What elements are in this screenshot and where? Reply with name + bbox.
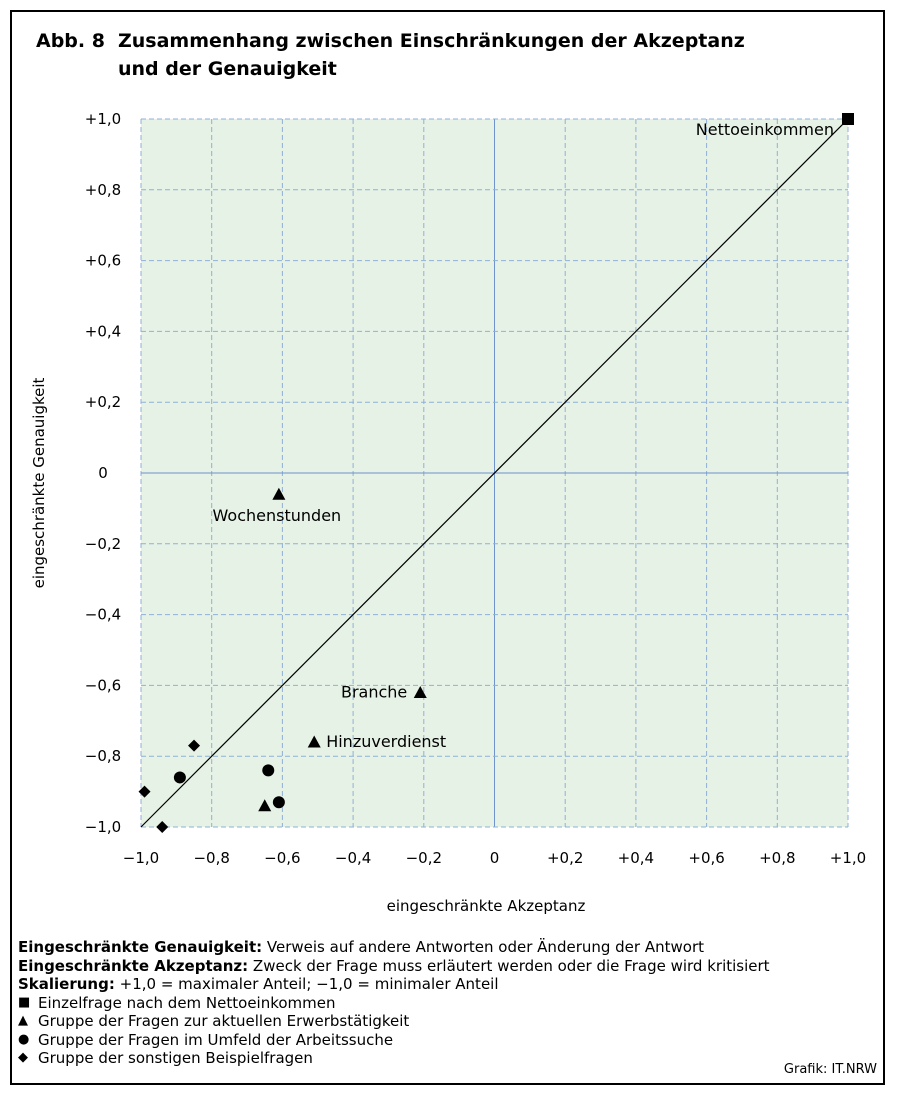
triangle-marker [307,735,321,748]
triangle-marker [413,685,427,698]
diamond-marker [138,785,151,798]
diamond-marker-icon: ◆ [18,1050,28,1065]
diamond-marker [188,739,201,752]
x-tick-label: −0,2 [406,849,442,867]
y-tick-label: +0,2 [85,393,121,411]
scatter-chart: −1,0 −0,8 −0,6 −0,4 −0,2 0 +0,2 +0,4 +0,6 +0,8 +1,… [30,110,866,915]
x-tick-label: +0,8 [759,849,795,867]
note-akzeptanz-label: Eingeschränkte Akzeptanz: [18,956,249,975]
note-skalierung-label: Skalierung: [18,975,115,993]
legend-item-square: ■ Einzelfrage nach dem Nettoeinkommen [18,994,770,1013]
note-genauigkeit-text: Verweis auf andere Antworten oder Änderu… [262,938,704,956]
circle-marker-icon: ● [18,1031,30,1047]
y-tick-label: +0,6 [85,252,121,270]
y-tick-label: 0 [98,464,108,482]
x-tick-label: +0,6 [688,849,724,867]
point-label: Nettoeinkommen [696,120,834,139]
x-tick-label: +0,2 [547,849,583,867]
figure-title-line-2: und der Genauigkeit [118,58,337,80]
point-label: Hinzuverdienst [326,732,446,751]
legend-label-diamond: Gruppe der sonstigen Beispielfragen [38,1049,313,1067]
y-tick-label: −0,6 [85,676,121,694]
x-tick-label: +1,0 [830,849,866,867]
note-skalierung-text: +1,0 = maximaler Anteil; −1,0 = minimale… [114,975,499,993]
legend-block: Eingeschränkte Genauigkeit: Verweis auf … [18,938,770,1068]
figure-frame [10,10,885,1085]
x-tick-label: 0 [490,849,500,867]
legend-label-circle: Gruppe der Fragen im Umfeld der Arbeitss… [38,1030,394,1049]
legend-label-square: Einzelfrage nach dem Nettoeinkommen [38,993,336,1012]
triangle-marker [258,799,272,812]
y-tick-label: −1,0 [85,818,121,836]
y-tick-label: +0,8 [85,181,121,199]
legend-item-circle: ● Gruppe der Fragen im Umfeld der Arbeits… [18,1031,770,1050]
x-tick-label: −0,6 [264,849,300,867]
legend-label-triangle: Gruppe der Fragen zur aktuellen Erwerbst… [38,1012,410,1030]
note-genauigkeit: Eingeschränkte Genauigkeit: Verweis auf … [18,938,770,957]
note-skalierung: Skalierung: +1,0 = maximaler Anteil; −1,… [18,975,770,994]
x-tick-label: +0,4 [618,849,654,867]
circle-marker [272,796,285,809]
triangle-marker-icon: ▲ [18,1013,28,1028]
circle-marker [173,771,186,784]
x-tick-label: −1,0 [123,849,159,867]
y-tick-label: +1,0 [85,110,121,128]
triangle-marker [272,487,286,500]
note-akzeptanz-text: Zweck der Frage muss erläutert werden od… [248,956,770,975]
graphic-credit: Grafik: IT.NRW [783,1062,877,1077]
x-axis-label: eingeschränkte Akzeptanz [387,897,586,915]
y-tick-label: +0,4 [85,322,121,340]
point-label: Branche [341,682,407,701]
note-genauigkeit-label: Eingeschränkte Genauigkeit: [18,938,263,956]
circle-marker [262,764,275,777]
legend-item-diamond: ◆ Gruppe der sonstigen Beispielfragen [18,1049,770,1068]
diagonal-line [140,118,849,828]
diamond-marker [156,821,169,833]
figure-number: Abb. 8 [36,30,105,52]
y-tick-label: −0,4 [85,606,121,624]
figure-title-line-1: Zusammenhang zwischen Einschränkungen de… [118,30,745,52]
y-tick-label: −0,8 [85,747,121,765]
y-tick-label: −0,2 [85,535,121,553]
x-tick-label: −0,4 [335,849,371,867]
note-akzeptanz: Eingeschränkte Akzeptanz: Zweck der Frag… [18,957,770,976]
square-marker-icon: ■ [18,994,31,1010]
y-axis-label: eingeschränkte Genauigkeit [30,377,48,588]
square-marker [842,113,854,125]
legend-item-triangle: ▲ Gruppe der Fragen zur aktuellen Erwerbs… [18,1012,770,1031]
x-tick-label: −0,8 [193,849,229,867]
point-label: Wochenstunden [213,506,342,525]
